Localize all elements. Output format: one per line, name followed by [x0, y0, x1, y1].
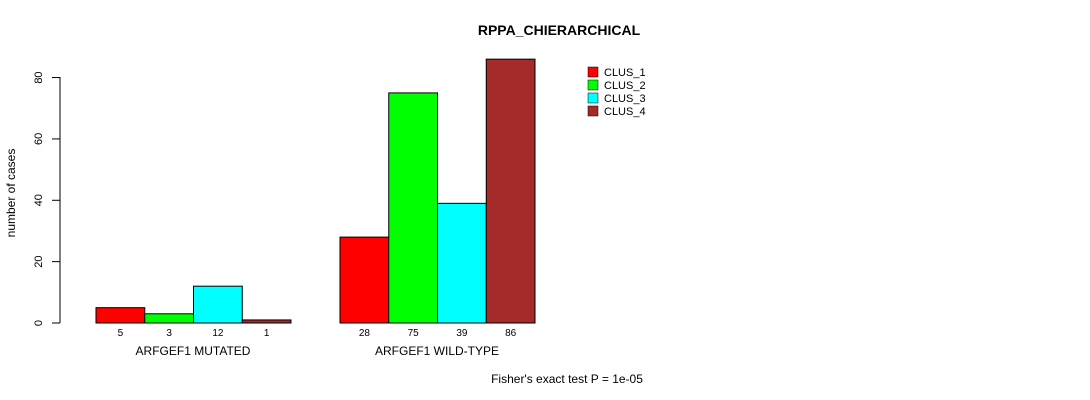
bar-value-label: 39 [456, 328, 468, 339]
bar-value-label: 3 [166, 328, 172, 339]
y-tick-label: 80 [33, 71, 45, 83]
legend-label-clus-2: CLUS_2 [604, 80, 646, 92]
y-tick-label: 40 [33, 194, 45, 206]
bar-clus-2-group-1 [144, 313, 194, 324]
fisher-test-annotation: Fisher's exact test P = 1e-05 [491, 372, 643, 386]
bar-value-label: 5 [118, 328, 124, 339]
bar-value-label: 1 [264, 328, 270, 339]
bar-clus-2-group-2 [388, 92, 438, 324]
bar-value-labels: 5 3 12 1 28 75 39 86 [118, 328, 517, 339]
legend-label-clus-3: CLUS_3 [604, 93, 646, 105]
legend-swatch-clus-4 [587, 105, 599, 117]
legend-label-clus-1: CLUS_1 [604, 67, 646, 79]
legend-label-clus-4: CLUS_4 [604, 106, 646, 118]
group-label-wild-type: ARFGEF1 WILD-TYPE [375, 344, 499, 358]
bars [95, 58, 536, 324]
bar-value-label: 86 [505, 328, 517, 339]
bar-clus-3-group-1 [193, 285, 243, 324]
bar-clus-1-group-1 [95, 307, 146, 324]
legend-swatch-clus-1 [587, 66, 599, 78]
bar-value-label: 75 [408, 328, 420, 339]
group-label-mutated: ARFGEF1 MUTATED [136, 344, 251, 358]
y-tick-label: 20 [33, 256, 45, 268]
bar-value-label: 12 [212, 328, 224, 339]
y-tick-label: 60 [33, 133, 45, 145]
chart-title: RPPA_CHIERARCHICAL [478, 22, 641, 38]
legend-swatch-clus-2 [587, 79, 599, 91]
bar-value-label: 28 [359, 328, 371, 339]
bar-clus-4-group-2 [485, 58, 536, 324]
y-axis-label: number of cases [4, 149, 18, 238]
bar-clus-4-group-1 [241, 319, 292, 324]
y-tick-label: 0 [33, 320, 45, 326]
y-axis-ticks: 0 20 40 60 80 [33, 71, 60, 326]
bar-clus-1-group-2 [339, 236, 390, 324]
bar-clus-3-group-2 [437, 202, 487, 324]
legend-swatch-clus-3 [587, 92, 599, 104]
